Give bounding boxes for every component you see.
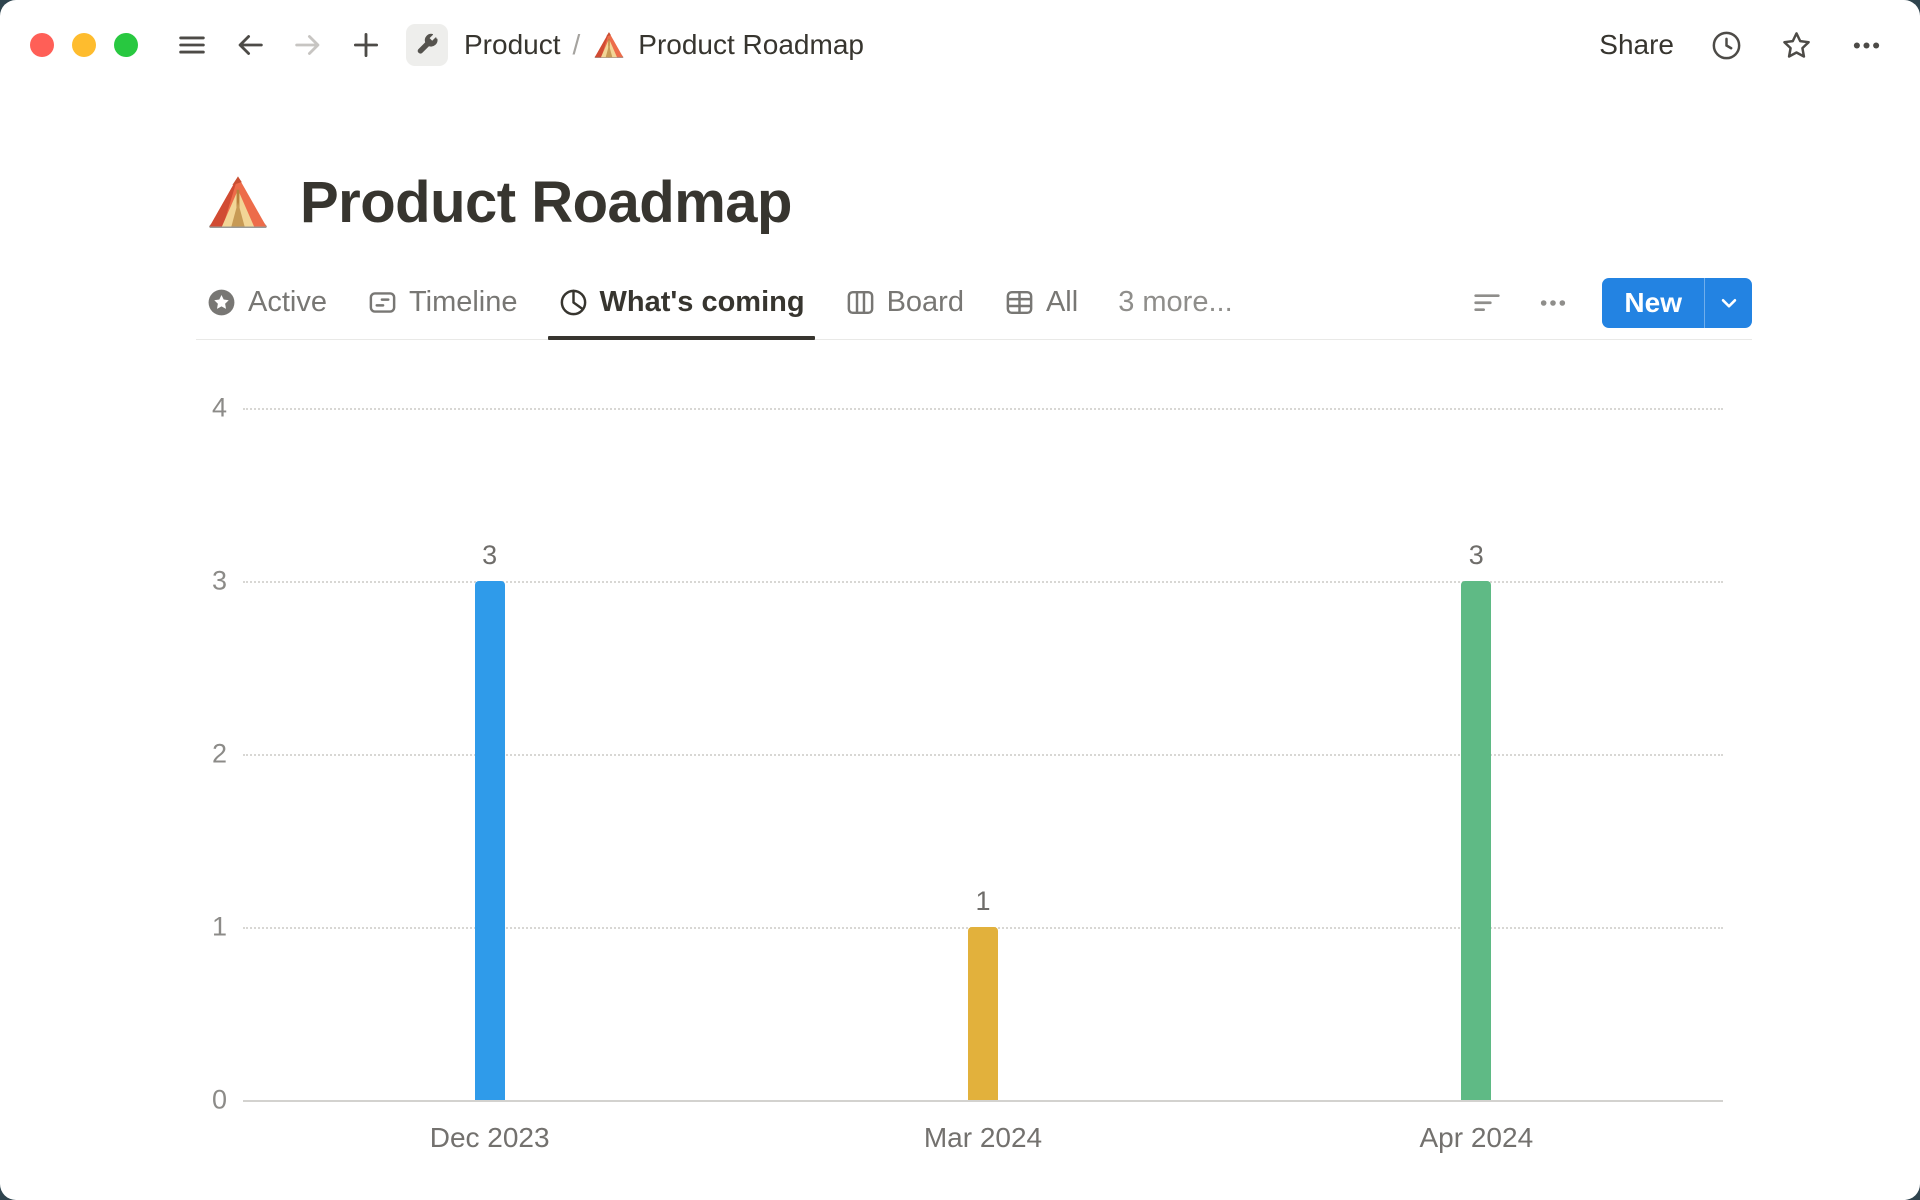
bar-apr-2024[interactable] [1461, 581, 1492, 1100]
bar-chart: 4 3 2 1 0 3 1 3 Dec 2023 Mar 2024 Apr 20… [212, 393, 1723, 1153]
bar-group-dec-2023: 3 [243, 408, 736, 1100]
tab-whats-coming[interactable]: What's coming [547, 266, 815, 340]
tab-board[interactable]: Board [845, 266, 964, 339]
tent-emoji [592, 28, 626, 62]
traffic-lights [30, 33, 138, 57]
breadcrumb-root[interactable]: Product [464, 29, 561, 60]
board-icon [847, 290, 873, 315]
view-options-ellipsis-icon[interactable] [1536, 286, 1570, 320]
tab-timeline[interactable]: Timeline [367, 266, 518, 339]
bar-value-label: 1 [975, 886, 991, 916]
y-tick-label: 3 [211, 565, 227, 596]
page-header: Product Roadmap [204, 168, 793, 236]
table-icon [1006, 290, 1033, 315]
breadcrumb-separator: / [572, 29, 581, 60]
minimize-window-button[interactable] [72, 33, 96, 57]
tab-label: All [1045, 286, 1079, 318]
new-button[interactable]: New [1624, 286, 1682, 318]
gridline-3 [243, 581, 1723, 583]
more-views-link[interactable]: 3 more... [1118, 286, 1233, 318]
gridline-4 [243, 408, 1723, 410]
bar-group-mar-2024: 1 [736, 408, 1229, 1100]
star-circle-icon [208, 289, 235, 316]
bar-value-label: 3 [482, 540, 498, 570]
tab-label: What's coming [599, 286, 805, 318]
breadcrumb: Product / Product Roadmap [464, 28, 864, 62]
new-button-divider [1704, 277, 1705, 328]
close-window-button[interactable] [30, 33, 54, 57]
view-toolbar: New [1470, 277, 1752, 328]
share-button[interactable]: Share [1599, 29, 1674, 60]
forward-arrow-icon[interactable] [290, 27, 326, 63]
tab-label: Active [248, 286, 327, 318]
y-tick-label: 1 [211, 911, 227, 942]
tab-label: Board [886, 286, 964, 318]
new-page-plus-icon[interactable] [348, 27, 384, 63]
hamburger-menu-icon[interactable] [174, 27, 210, 63]
y-tick-label: 0 [211, 1084, 227, 1115]
x-axis-label: Mar 2024 [923, 1122, 1043, 1153]
new-button-group: New [1602, 277, 1752, 328]
star-favorite-icon[interactable] [1778, 27, 1814, 63]
tab-active[interactable]: Active [206, 266, 327, 339]
x-axis-label: Dec 2023 [429, 1122, 550, 1153]
pie-chart-icon [560, 289, 586, 316]
bar-group-apr-2024: 3 [1230, 408, 1723, 1100]
tab-all[interactable]: All [1004, 266, 1078, 339]
page-title[interactable]: Product Roadmap [300, 169, 793, 235]
breadcrumb-page-title[interactable]: Product Roadmap [638, 29, 864, 60]
new-button-chevron-down-icon[interactable] [1705, 278, 1752, 328]
back-arrow-icon[interactable] [232, 27, 268, 63]
window-topbar: Product / Product Roadmap Share [0, 0, 1920, 90]
more-ellipsis-icon[interactable] [1848, 27, 1884, 63]
bar-value-label: 3 [1468, 540, 1484, 570]
bar-dec-2023[interactable] [474, 581, 505, 1100]
y-tick-label: 2 [211, 738, 227, 769]
zoom-window-button[interactable] [114, 33, 138, 57]
gridline-2 [243, 754, 1723, 756]
tent-emoji[interactable] [204, 168, 272, 236]
tab-label: Timeline [408, 286, 518, 318]
x-axis-label: Apr 2024 [1419, 1122, 1534, 1153]
view-tabs-row: Active Timeline What's coming Board All … [196, 266, 1752, 340]
bar-mar-2024[interactable] [967, 927, 998, 1100]
workspace-wrench-badge[interactable] [406, 24, 448, 66]
x-axis-baseline [243, 1100, 1723, 1102]
y-tick-label: 4 [211, 392, 227, 423]
nav-controls [174, 27, 384, 63]
view-tabs: Active Timeline What's coming Board All … [196, 266, 1233, 340]
timeline-icon [369, 292, 396, 313]
filter-icon[interactable] [1470, 286, 1504, 320]
topbar-actions: Share [1599, 27, 1884, 63]
wrench-icon [417, 33, 438, 54]
clock-history-icon[interactable] [1708, 27, 1744, 63]
